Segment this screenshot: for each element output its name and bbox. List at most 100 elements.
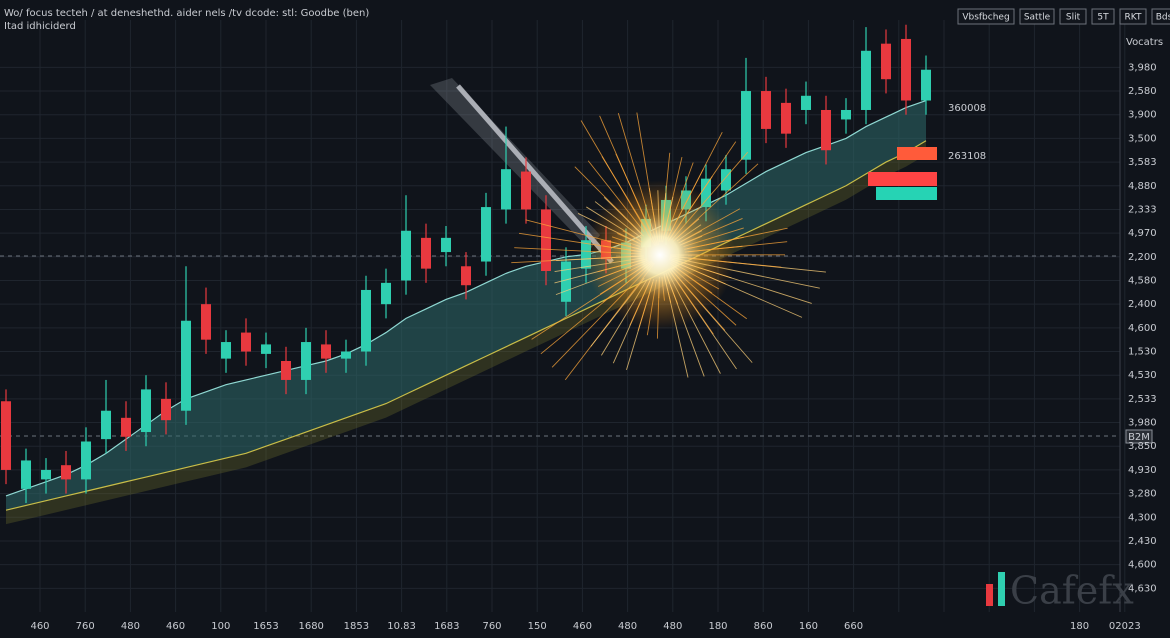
toolbar-button[interactable]: Bds	[1151, 8, 1170, 25]
candle-body	[201, 304, 211, 340]
button-label[interactable]: Slit	[1066, 13, 1081, 23]
logo-icon	[998, 572, 1005, 606]
button-frame[interactable]	[1019, 8, 1055, 25]
y-tick-label: 4,930	[1128, 465, 1157, 476]
x-tick-label: 760	[76, 621, 95, 632]
y-tick-label: 2,580	[1128, 86, 1157, 97]
x-tick-label: 100	[211, 621, 230, 632]
toolbar-button[interactable]: 5T	[1091, 8, 1115, 25]
button-frame[interactable]	[1059, 8, 1087, 25]
candle-body	[861, 50, 871, 110]
button-label[interactable]: Sattle	[1024, 13, 1051, 23]
candle-body	[81, 441, 91, 480]
candle-body	[881, 43, 891, 80]
candle-body	[161, 398, 171, 421]
candle-body	[341, 351, 351, 359]
button-frame[interactable]	[1119, 8, 1147, 25]
toolbar-button[interactable]: RKT	[1119, 8, 1147, 25]
candle-body	[501, 169, 511, 210]
candle-body	[301, 342, 311, 380]
toolbar: Vbsfbcheg Sattle Slit 5T RKT Bds	[957, 8, 1170, 25]
candle-body	[701, 178, 711, 208]
candle-body	[21, 460, 31, 489]
button-label[interactable]: Bds	[1156, 13, 1170, 23]
candle-body	[421, 237, 431, 269]
x-tick-label: 150	[528, 621, 547, 632]
band-fill	[6, 100, 926, 511]
toolbar-button[interactable]: Slit	[1059, 8, 1087, 25]
toolbar-button[interactable]: Vbsfbcheg	[957, 8, 1015, 25]
button-label[interactable]: RKT	[1125, 13, 1142, 23]
candle-body	[281, 360, 291, 380]
candle-body	[901, 38, 911, 101]
y-tick-label: 4,600	[1128, 560, 1157, 571]
x-tick-label: 460	[30, 621, 49, 632]
x-tick-label: 1853	[344, 621, 369, 632]
candle-body	[61, 465, 71, 480]
button-frame[interactable]	[1151, 8, 1170, 25]
candle-body	[141, 389, 151, 433]
candle-body	[321, 344, 331, 359]
candle-body	[841, 109, 851, 120]
price-tag: 263108	[948, 151, 986, 162]
y-tick-label: 3,850	[1128, 441, 1157, 452]
marker-label: B2M	[1128, 432, 1150, 443]
chart-subtitle: Itad idhiciderd	[4, 21, 76, 32]
y-tick-label: 4,580	[1128, 275, 1157, 286]
y-tick-label: 3,980	[1128, 418, 1157, 429]
candle-body	[221, 342, 231, 359]
y-tick-label: 2,400	[1128, 299, 1157, 310]
y-tick-label: 2,533	[1128, 394, 1157, 405]
y-tick-label: 4,630	[1128, 583, 1157, 594]
candle-body	[461, 266, 471, 286]
candle-body	[361, 289, 371, 352]
candle-body	[781, 102, 791, 134]
button-label[interactable]: 5T	[1097, 13, 1109, 23]
candle-body	[541, 209, 551, 272]
price-tag: 360008	[948, 103, 986, 114]
toolbar-button[interactable]: Sattle	[1019, 8, 1055, 25]
candle-body	[1, 401, 11, 470]
y-tick-label: 2,333	[1128, 204, 1157, 215]
chart-title: Wo/ focus tecteh / at deneshethd. aider …	[4, 8, 369, 19]
candle-body	[401, 230, 411, 281]
x-tick-label: 760	[482, 621, 501, 632]
candle-body	[521, 171, 531, 210]
x-tick-label: 180	[1070, 621, 1089, 632]
y-tick-label: 3,500	[1128, 133, 1157, 144]
x-tick-label: 460	[166, 621, 185, 632]
logo: Cafefx	[986, 569, 1134, 613]
candle-body	[441, 237, 451, 253]
button-frame[interactable]	[1091, 8, 1115, 25]
tag-bar	[897, 147, 937, 160]
candle-body	[241, 332, 251, 352]
y-tick-label: 1,530	[1128, 347, 1157, 358]
logo-text: Cafefx	[1010, 569, 1134, 613]
band-line	[5, 140, 927, 511]
candle-body	[921, 69, 931, 101]
y-tick-label: 4,530	[1128, 370, 1157, 381]
candle-body	[41, 469, 51, 480]
x-tick-label: 10.83	[387, 621, 416, 632]
button-label[interactable]: Vbsfbcheg	[962, 13, 1009, 23]
tag-bar	[876, 187, 937, 200]
button-frame[interactable]	[957, 8, 1015, 25]
axis-title: Vocatrs	[1126, 37, 1163, 48]
y-tick-label: 4,600	[1128, 323, 1157, 334]
x-tick-label: 180	[708, 621, 727, 632]
candle-body	[121, 417, 131, 437]
x-tick-label: 480	[121, 621, 140, 632]
candle-body	[261, 344, 271, 354]
y-tick-label: 3,583	[1128, 157, 1157, 168]
y-tick-label: 3,980	[1128, 62, 1157, 73]
x-tick-label: 1683	[434, 621, 459, 632]
x-tick-label: 460	[573, 621, 592, 632]
x-tick-label: 160	[799, 621, 818, 632]
y-tick-label: 4,300	[1128, 512, 1157, 523]
candle-body	[721, 169, 731, 191]
y-tick-label: 3,280	[1128, 489, 1157, 500]
y-tick-label: 2,200	[1128, 252, 1157, 263]
candles	[1, 24, 931, 504]
y-tick-label: 3,900	[1128, 110, 1157, 121]
